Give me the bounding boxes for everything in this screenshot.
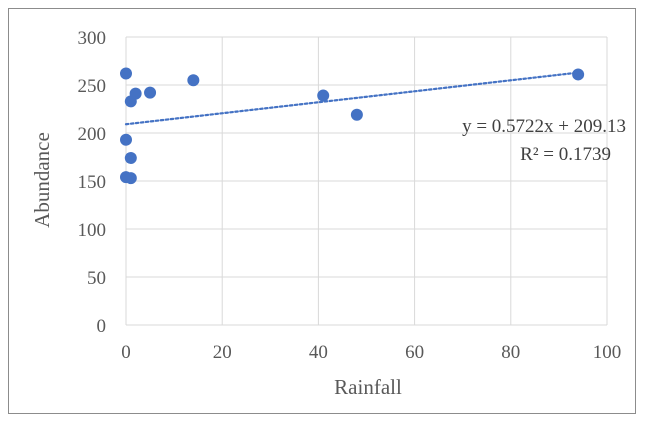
data-point [129, 87, 142, 100]
data-point [124, 172, 137, 185]
data-point [572, 68, 585, 81]
y-tick-label: 300 [78, 28, 107, 49]
data-point [317, 89, 330, 102]
data-point [120, 133, 132, 146]
data-point [124, 151, 137, 164]
y-tick-label: 200 [78, 124, 107, 145]
y-tick-label: 250 [78, 76, 107, 97]
x-tick-label: 0 [121, 342, 131, 363]
x-tick-labels: 0 20 40 60 80 100 [121, 342, 621, 363]
y-axis-title: Abundance [30, 132, 54, 228]
data-points [120, 67, 585, 185]
x-tick-label: 20 [213, 342, 232, 363]
y-tick-label: 150 [78, 172, 107, 193]
y-tick-label: 50 [87, 268, 106, 289]
x-axis-title: Rainfall [334, 375, 402, 399]
x-tick-label: 80 [501, 342, 520, 363]
y-tick-label: 100 [78, 220, 107, 241]
y-tick-labels: 0 50 100 150 200 250 300 [78, 28, 107, 337]
grid-lines [125, 36, 608, 326]
trendline-r-squared: R² = 0.1739 [520, 144, 611, 165]
x-tick-label: 40 [309, 342, 328, 363]
trendline-equation: y = 0.5722x + 209.13 [462, 116, 626, 137]
data-point [144, 86, 157, 99]
data-point [187, 74, 200, 87]
data-point [350, 108, 363, 121]
x-tick-label: 100 [593, 342, 622, 363]
chart-frame [8, 8, 636, 414]
y-tick-label: 0 [97, 316, 107, 337]
data-point [120, 67, 132, 80]
x-tick-label: 60 [405, 342, 424, 363]
trendline [124, 71, 580, 126]
